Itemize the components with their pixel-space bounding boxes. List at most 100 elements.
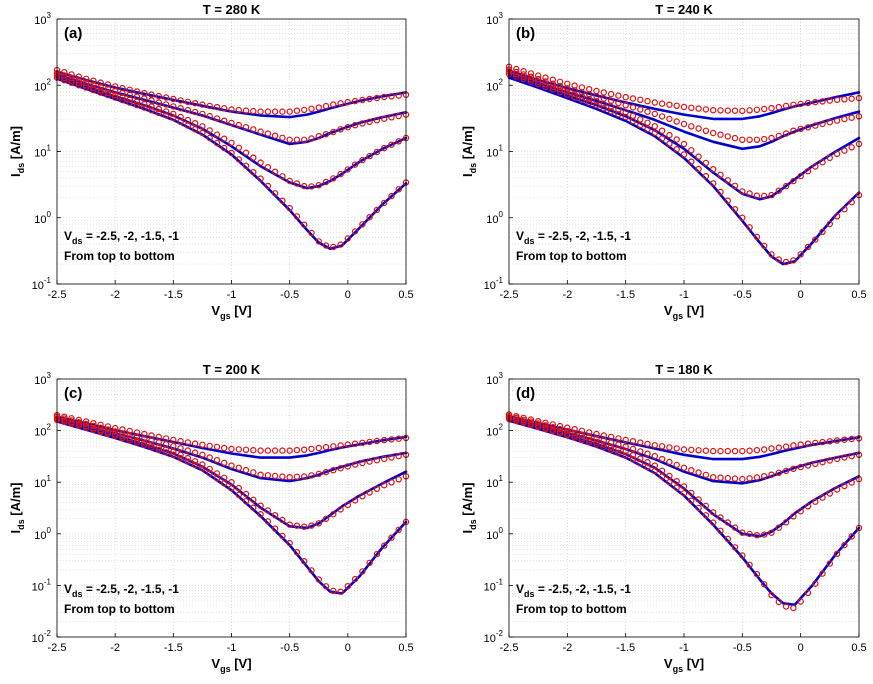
- data-point: [359, 568, 366, 575]
- data-point: [782, 130, 790, 137]
- data-point: [242, 466, 250, 474]
- data-point: [644, 463, 651, 471]
- data-point: [739, 188, 746, 195]
- data-point: [344, 166, 351, 173]
- data-point: [257, 511, 264, 518]
- data-point: [90, 86, 97, 94]
- data-point: [651, 442, 659, 449]
- data-point: [395, 476, 402, 483]
- data-point: [264, 108, 272, 115]
- data-point: [753, 447, 761, 454]
- data-point: [82, 420, 90, 428]
- data-point: [82, 82, 90, 89]
- x-tick-label: -1: [679, 642, 689, 654]
- data-point: [322, 242, 330, 249]
- data-point: [337, 588, 344, 595]
- data-point: [264, 163, 272, 171]
- data-point: [97, 83, 104, 90]
- data-point: [739, 214, 746, 221]
- data-point: [702, 447, 710, 454]
- annotation-order: From top to bottom: [516, 602, 627, 616]
- data-point: [148, 106, 155, 114]
- data-point: [593, 441, 600, 448]
- data-point: [768, 134, 775, 142]
- y-axis-label: Ids [A/m]: [8, 483, 26, 534]
- data-point: [293, 446, 301, 454]
- x-tick-label: 0.5: [851, 289, 866, 301]
- data-point: [235, 121, 242, 129]
- data-point: [804, 124, 812, 131]
- data-point: [797, 251, 804, 258]
- data-point: [782, 258, 790, 266]
- data-point: [673, 145, 680, 153]
- data-point: [768, 471, 775, 478]
- data-point: [308, 445, 315, 453]
- data-point: [279, 473, 286, 480]
- panel-label: (b): [516, 25, 535, 42]
- data-point: [199, 101, 206, 108]
- data-point: [717, 131, 724, 138]
- y-tick-label: 101: [34, 474, 51, 490]
- data-point: [812, 439, 819, 447]
- data-point: [848, 435, 855, 443]
- data-point: [593, 438, 600, 446]
- data-point: [812, 460, 819, 468]
- data-point: [717, 171, 724, 178]
- data-point: [658, 467, 666, 474]
- data-point: [695, 153, 702, 160]
- data-point: [293, 136, 301, 143]
- data-point: [133, 437, 141, 444]
- data-point: [586, 438, 593, 446]
- data-point: [155, 109, 162, 117]
- x-tick-label: -1.5: [616, 642, 635, 654]
- data-point: [250, 126, 257, 133]
- data-point: [330, 175, 337, 182]
- data-point: [148, 91, 155, 98]
- data-point: [177, 104, 184, 112]
- data-point: [148, 97, 155, 104]
- data-point: [322, 102, 330, 110]
- x-tick-label: -1: [227, 642, 237, 654]
- data-point: [535, 423, 542, 431]
- data-point: [257, 159, 264, 166]
- y-tick-label: 103: [34, 371, 51, 387]
- data-point: [688, 467, 695, 474]
- data-point: [848, 533, 855, 540]
- data-point: [739, 552, 746, 559]
- data-point: [344, 463, 351, 470]
- annotation-vds-values: Vds = -2.5, -2, -1.5, -1: [64, 582, 179, 599]
- data-point: [279, 197, 286, 204]
- data-point: [395, 452, 402, 460]
- data-point: [629, 445, 637, 453]
- data-point: [761, 473, 768, 480]
- data-point: [564, 427, 571, 435]
- data-point: [373, 437, 381, 445]
- data-point: [673, 118, 680, 125]
- data-point: [651, 123, 659, 130]
- chart-title: T = 240 K: [655, 2, 713, 17]
- data-point: [812, 122, 819, 129]
- data-point: [395, 186, 402, 193]
- data-point: [607, 443, 615, 451]
- data-point: [264, 447, 272, 454]
- data-point: [359, 96, 366, 104]
- data-point: [710, 129, 717, 137]
- data-point: [761, 192, 768, 200]
- annotation-order: From top to bottom: [64, 249, 175, 263]
- data-point: [761, 135, 768, 143]
- data-point: [578, 436, 586, 444]
- data-point: [710, 106, 717, 114]
- data-point: [126, 437, 133, 444]
- data-point: [308, 567, 315, 574]
- data-point: [257, 447, 264, 454]
- data-point: [644, 125, 651, 133]
- data-point: [191, 440, 199, 447]
- data-point: [264, 507, 272, 514]
- data-point: [600, 104, 608, 112]
- data-point: [753, 532, 761, 539]
- x-tick-label: 0.5: [851, 642, 866, 654]
- x-tick-label: -2: [110, 289, 120, 301]
- series-markers-3: [53, 69, 410, 143]
- data-point: [155, 92, 162, 100]
- data-point: [315, 444, 322, 452]
